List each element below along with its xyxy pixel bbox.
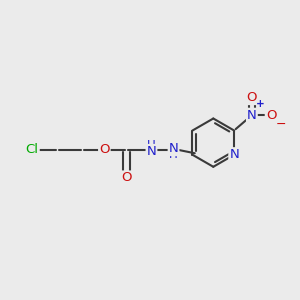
- Text: O: O: [121, 172, 132, 184]
- Text: +: +: [256, 99, 265, 110]
- Text: −: −: [276, 118, 286, 131]
- Text: O: O: [247, 91, 257, 104]
- Text: H: H: [169, 148, 178, 161]
- Text: N: N: [147, 145, 156, 158]
- Text: Cl: Cl: [26, 143, 39, 157]
- Text: N: N: [247, 109, 257, 122]
- Text: O: O: [266, 109, 276, 122]
- Text: O: O: [99, 143, 110, 157]
- Text: N: N: [229, 148, 239, 161]
- Text: N: N: [169, 142, 178, 155]
- Text: H: H: [147, 139, 156, 152]
